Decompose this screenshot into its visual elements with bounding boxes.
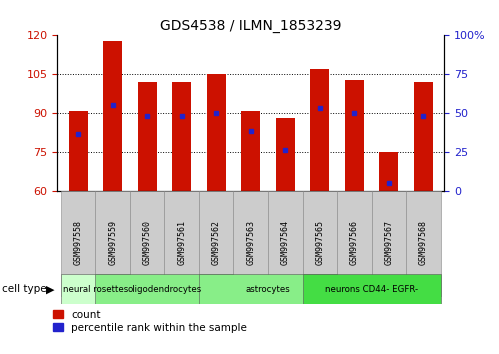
Text: GSM997566: GSM997566 [350, 219, 359, 265]
Bar [234, 191, 268, 297]
Bar [199, 274, 337, 304]
Bar [268, 191, 302, 297]
Bar [345, 80, 364, 191]
Bar [103, 41, 122, 191]
Title: GDS4538 / ILMN_1853239: GDS4538 / ILMN_1853239 [160, 19, 341, 33]
Text: GSM997563: GSM997563 [246, 219, 255, 265]
Bar [207, 74, 226, 191]
Bar [406, 191, 441, 297]
Text: GSM997561: GSM997561 [177, 219, 186, 265]
Text: GSM997565: GSM997565 [315, 219, 324, 265]
Legend: count, percentile rank within the sample: count, percentile rank within the sample [52, 310, 247, 333]
Bar [61, 191, 95, 297]
Bar [379, 152, 398, 191]
Bar [172, 82, 191, 191]
Text: GSM997568: GSM997568 [419, 219, 428, 265]
Bar [61, 274, 130, 304]
Bar [302, 191, 337, 297]
Text: neural rosettes: neural rosettes [63, 285, 128, 294]
Text: cell type: cell type [2, 284, 47, 295]
Bar [414, 82, 433, 191]
Bar [138, 82, 157, 191]
Text: GSM997564: GSM997564 [281, 219, 290, 265]
Text: GSM997559: GSM997559 [108, 219, 117, 265]
Text: GSM997567: GSM997567 [384, 219, 393, 265]
Bar [337, 191, 372, 297]
Bar [276, 119, 295, 191]
Bar [302, 274, 441, 304]
Bar [95, 191, 130, 297]
Text: GSM997560: GSM997560 [143, 219, 152, 265]
Text: oligodendrocytes: oligodendrocytes [127, 285, 202, 294]
Bar [95, 274, 234, 304]
Text: GSM997558: GSM997558 [73, 219, 83, 265]
Bar [372, 191, 406, 297]
Text: neurons CD44- EGFR-: neurons CD44- EGFR- [325, 285, 418, 294]
Text: GSM997562: GSM997562 [212, 219, 221, 265]
Bar [68, 111, 88, 191]
Text: astrocytes: astrocytes [246, 285, 290, 294]
Bar [310, 69, 329, 191]
Bar [199, 191, 234, 297]
Bar [130, 191, 165, 297]
Text: ▶: ▶ [46, 284, 54, 295]
Bar [241, 111, 260, 191]
Bar [165, 191, 199, 297]
